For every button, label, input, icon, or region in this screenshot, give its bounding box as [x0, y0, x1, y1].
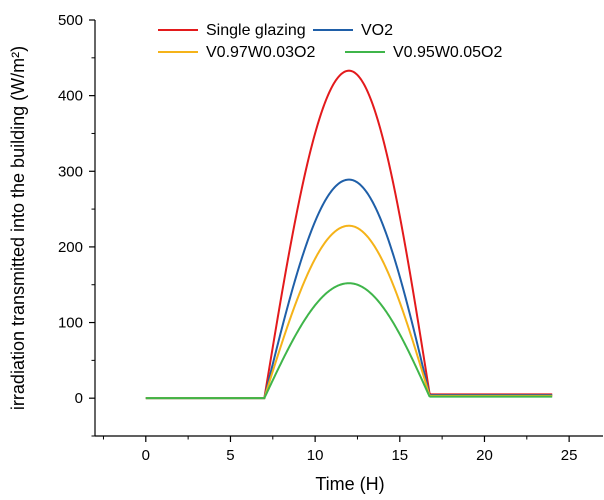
y-tick-label: 500 — [58, 12, 83, 29]
x-tick-label: 0 — [142, 447, 150, 464]
legend: Single glazing VO2 V0.97W0.03O2 V0.95W0.05O… — [158, 22, 503, 61]
series-lines — [145, 69, 553, 400]
y-tick-label: 200 — [58, 239, 83, 256]
y-tick-label: 0 — [75, 390, 83, 407]
x-tick-label: 25 — [561, 447, 578, 464]
y-tick-label: 300 — [58, 163, 83, 180]
legend-label-4: V0.95W0.05O2 — [393, 44, 503, 61]
legend-label-2: VO2 — [361, 22, 393, 39]
series-line-2 — [145, 178, 553, 400]
series-line-4 — [145, 282, 553, 400]
x-tick-label: 10 — [307, 447, 324, 464]
y-tick-label: 100 — [58, 315, 83, 332]
x-tick-label: 20 — [476, 447, 493, 464]
series-line-1 — [145, 69, 553, 400]
x-tick-label: 5 — [226, 447, 234, 464]
axis-tick-labels: 0 5 10 15 20 25 0 100 200 300 400 500 — [58, 12, 578, 464]
y-tick-label: 400 — [58, 88, 83, 105]
x-tick-label: 15 — [391, 447, 408, 464]
axis-ticks — [89, 19, 570, 442]
plot-frame — [94, 20, 603, 437]
x-axis-title: Time (H) — [315, 474, 384, 494]
legend-label-1: Single glazing — [206, 22, 306, 39]
y-axis-title: irradiation transmitted into the buildin… — [8, 46, 28, 410]
series-line-3 — [145, 224, 553, 400]
legend-label-3: V0.97W0.03O2 — [206, 44, 316, 61]
